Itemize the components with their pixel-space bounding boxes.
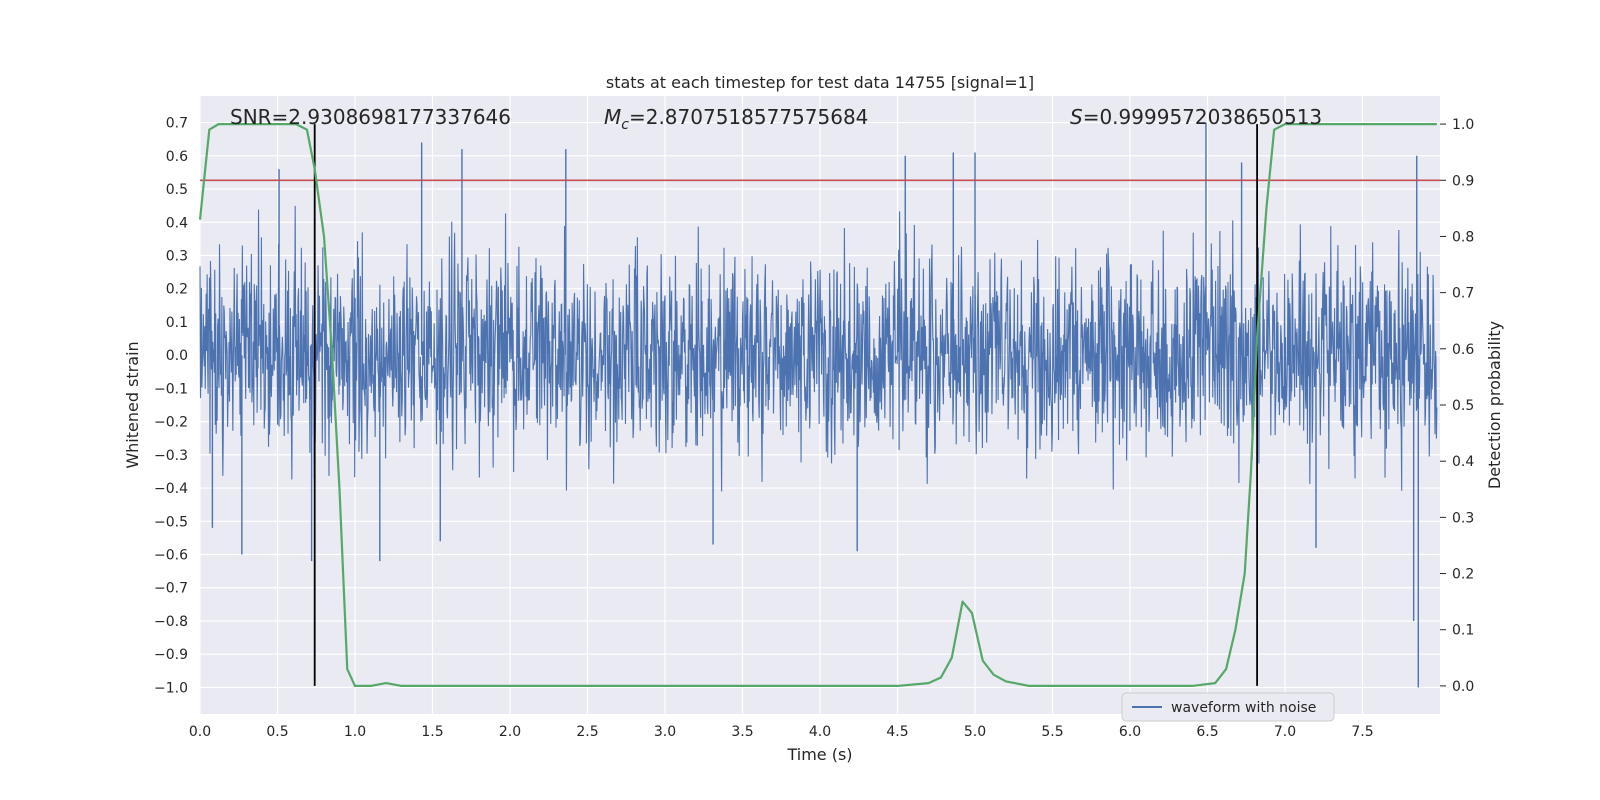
waveform-series [199, 122, 1438, 688]
x-tick-label: 2.0 [499, 724, 521, 740]
x-tick-label: 7.5 [1351, 724, 1373, 740]
y-tick-label: −0.6 [154, 548, 188, 564]
y-tick-label: −1.0 [154, 680, 188, 696]
y-tick-label: −0.4 [154, 481, 188, 497]
probability-series [198, 122, 1437, 688]
y-right-tick-label: 0.1 [1452, 623, 1474, 639]
ticks-layer: 0.0 0.5 1.0 1.5 2.0 2.5 3.0 3.5 4.0 4.5 5.0 5.5 6.0 6… [154, 116, 1474, 740]
y-tick-label: 0.1 [166, 315, 188, 331]
y-tick-label: −0.8 [154, 614, 188, 630]
legend-box [1121, 692, 1335, 722]
y-right-tick-label: 0.7 [1452, 286, 1474, 302]
chart-title: stats at each timestep for test data 147… [606, 73, 1034, 92]
x-tick-label: 4.5 [886, 724, 908, 740]
y-right-tick-label: 0.3 [1452, 510, 1474, 526]
legend-label-waveform: waveform with noise [1171, 700, 1316, 716]
y-tick-label: −0.2 [154, 415, 188, 431]
chirp-mass-value: =2.8707518577575684 [629, 105, 868, 129]
y-right-tick-label: 0.6 [1452, 342, 1474, 358]
y-right-axis-label: Detection probability [1485, 321, 1504, 489]
y-tick-label: 0.7 [166, 116, 188, 132]
x-tick-label: 1.5 [421, 724, 443, 740]
y-tick-label: −0.5 [154, 514, 188, 530]
y-right-tick-label: 1.0 [1452, 117, 1474, 133]
probability-line [198, 122, 1437, 688]
x-tick-label: 3.5 [731, 724, 753, 740]
x-axis-label: Time (s) [786, 745, 852, 764]
y-axis-label: Whitened strain [123, 341, 142, 468]
y-tick-label: 0.3 [166, 248, 188, 264]
y-right-tick-label: 0.4 [1452, 454, 1474, 470]
y-right-tick-label: 0.5 [1452, 398, 1474, 414]
y-tick-label: 0.0 [166, 348, 188, 364]
x-tick-label: 6.0 [1119, 724, 1141, 740]
y-tick-label: 0.4 [166, 215, 188, 231]
chirp-mass-annotation: Mc=2.8707518577575684 [604, 105, 868, 133]
x-tick-label: 0.5 [266, 724, 288, 740]
score-symbol: S [1070, 105, 1083, 129]
waveform-line [199, 205, 1438, 492]
x-tick-label: 0.0 [189, 724, 211, 740]
y-tick-label: 0.2 [166, 282, 188, 298]
chirp-mass-symbol: M [604, 105, 621, 129]
x-tick-label: 7.0 [1274, 724, 1296, 740]
y-tick-label: −0.3 [154, 448, 188, 464]
y-tick-label: −0.1 [154, 381, 188, 397]
y-tick-label: 0.5 [166, 182, 188, 198]
y-right-tick-label: 0.8 [1452, 229, 1474, 245]
y-tick-label: −0.9 [154, 647, 188, 663]
y-tick-label: 0.6 [166, 149, 188, 165]
snr-annotation: SNR=2.9308698177337646 [230, 105, 511, 129]
legend: waveform with noise [1121, 692, 1335, 722]
x-tick-label: 2.5 [576, 724, 598, 740]
overlay-layer [200, 124, 1440, 686]
x-tick-label: 1.0 [344, 724, 366, 740]
y-right-tick-label: 0.0 [1452, 679, 1474, 695]
x-tick-label: 3.0 [654, 724, 676, 740]
x-tick-label: 6.5 [1196, 724, 1218, 740]
x-tick-label: 5.5 [1041, 724, 1063, 740]
y-tick-label: −0.7 [154, 581, 188, 597]
score-value: =0.9999572038650513 [1083, 105, 1322, 129]
score-annotation: S=0.9999572038650513 [1070, 105, 1322, 129]
y-right-tick-label: 0.9 [1452, 173, 1474, 189]
y-right-tick-label: 0.2 [1452, 567, 1474, 583]
chirp-mass-subscript: c [621, 117, 629, 133]
x-tick-label: 5.0 [964, 724, 986, 740]
x-tick-label: 4.0 [809, 724, 831, 740]
